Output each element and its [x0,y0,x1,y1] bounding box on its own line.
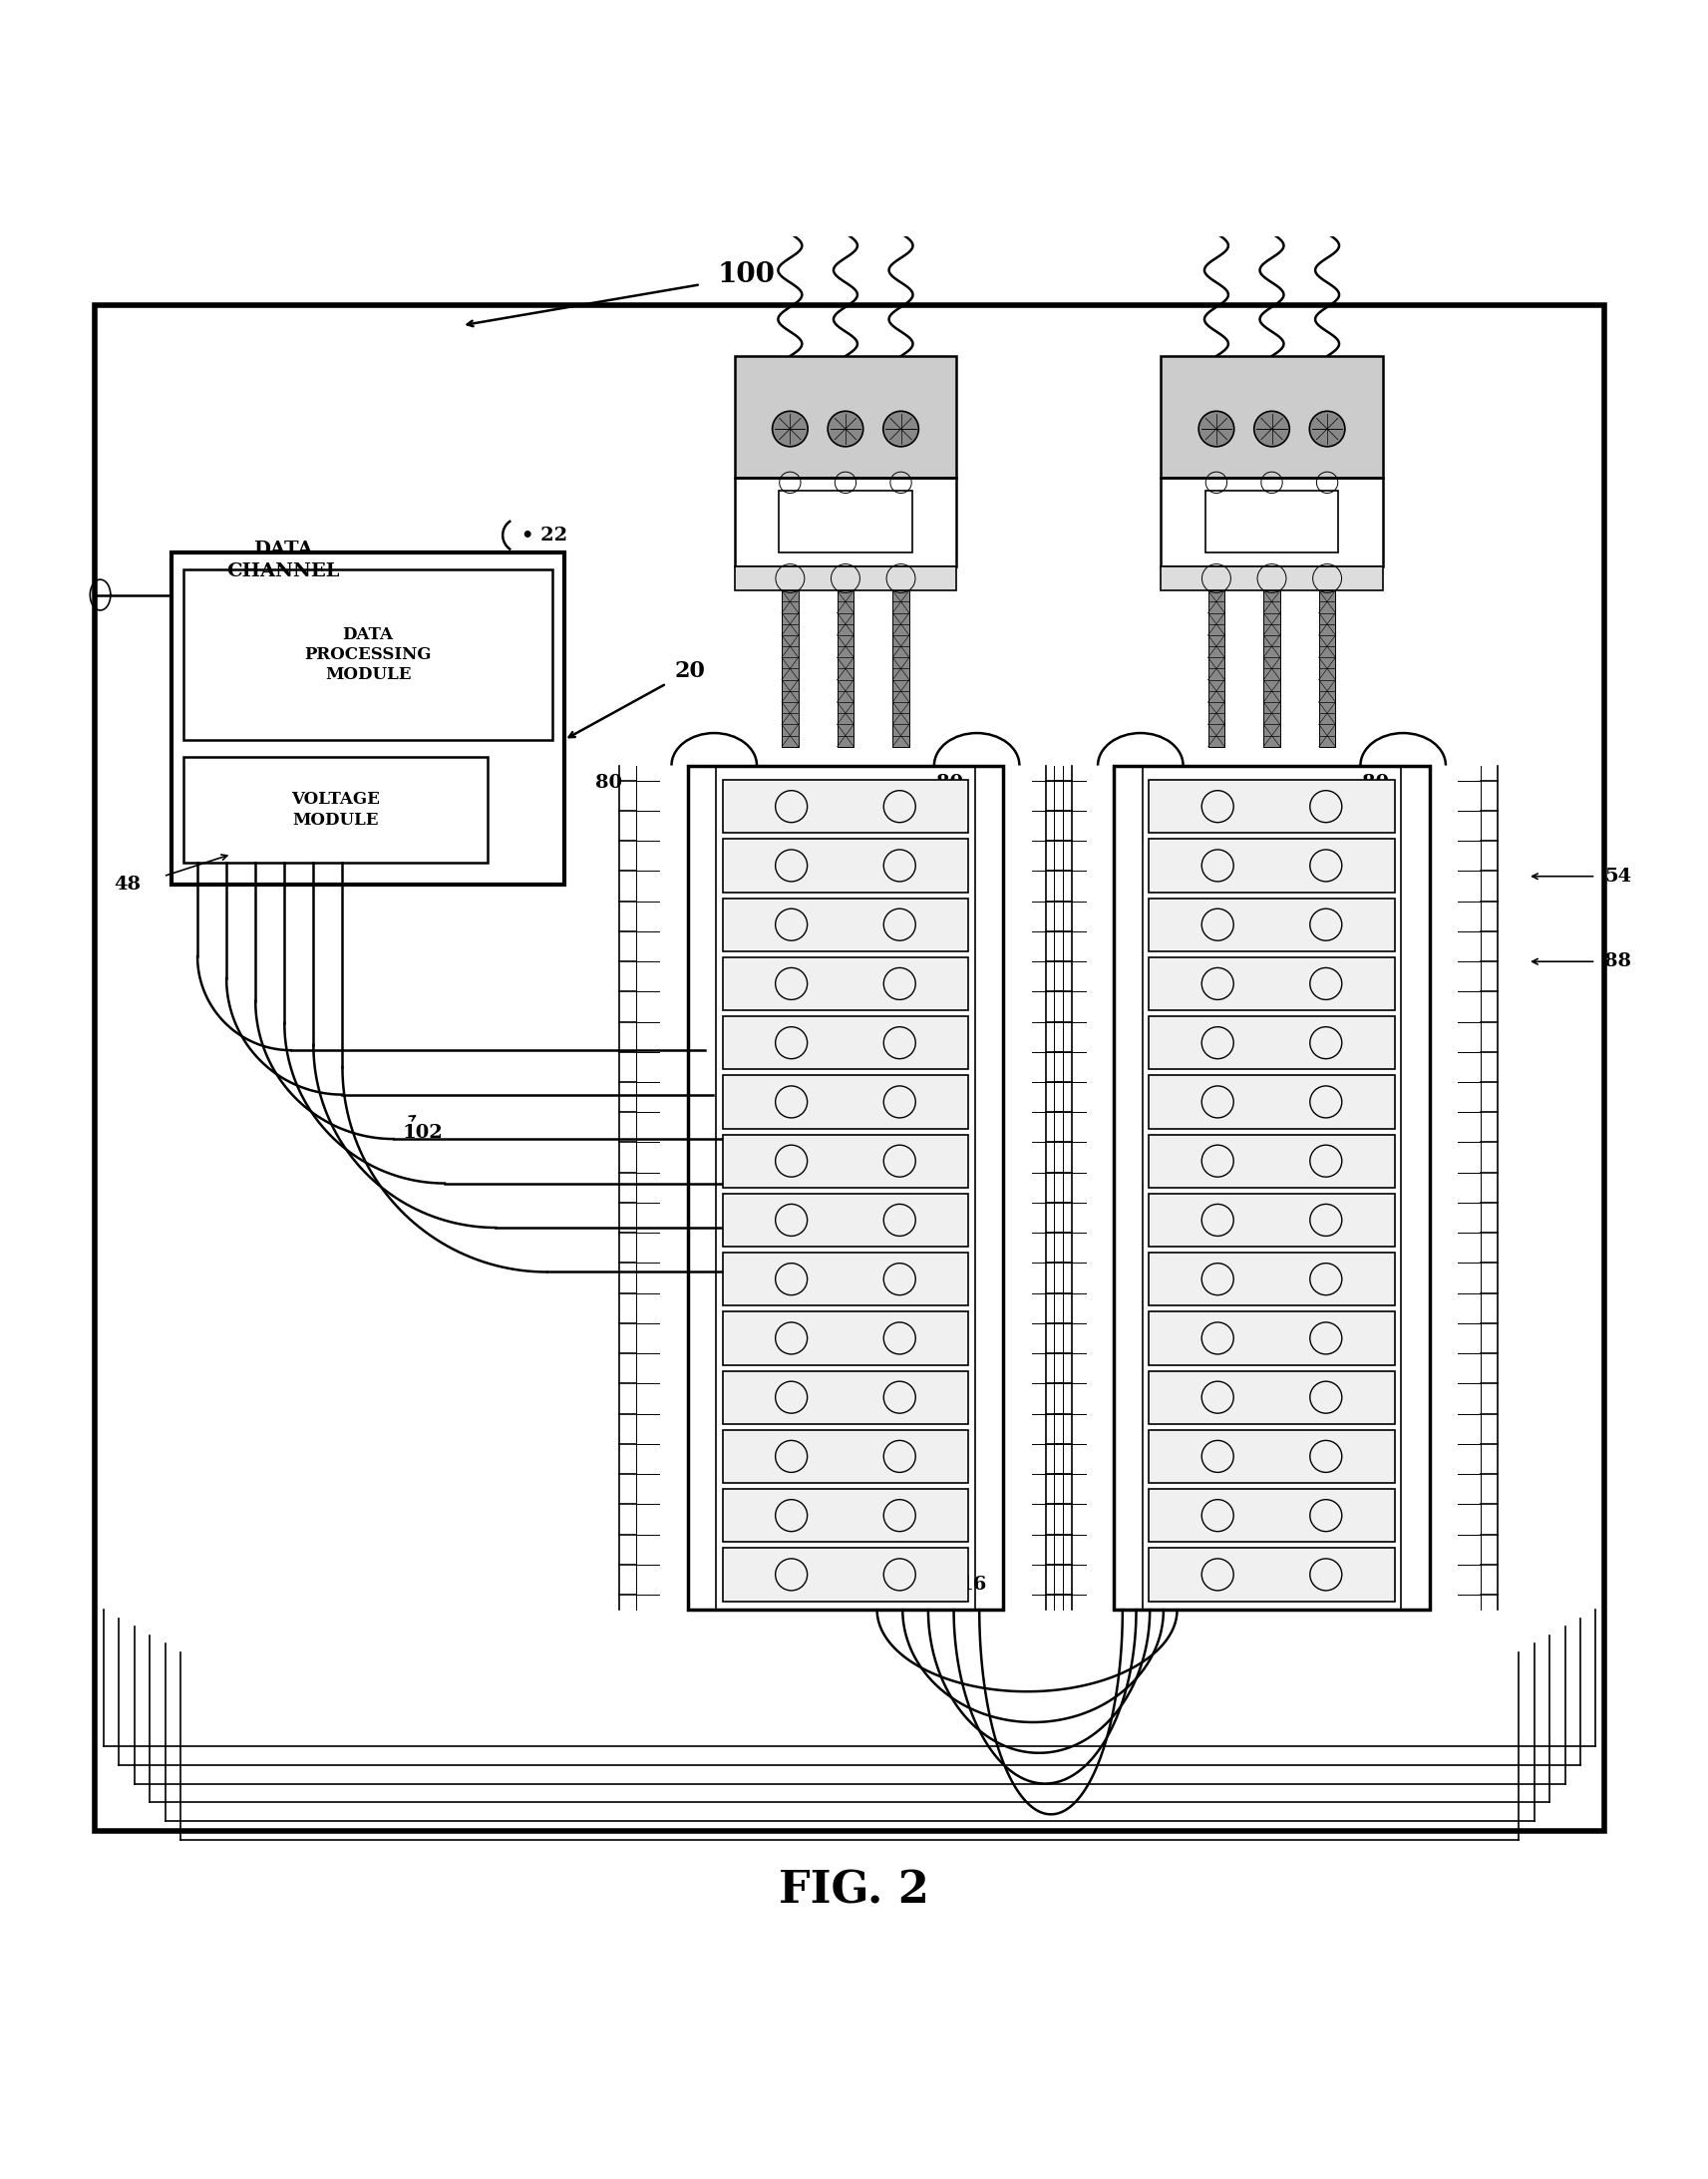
Circle shape [1199,412,1235,447]
Text: DATA
PROCESSING
MODULE: DATA PROCESSING MODULE [304,625,432,684]
Bar [1319,591,1336,747]
Text: 80: 80 [594,774,622,791]
Text: 54: 54 [1604,867,1631,885]
Bar [1149,1312,1395,1364]
Circle shape [1254,412,1290,447]
Bar [688,765,1003,1610]
Text: 88: 88 [1604,952,1631,970]
Text: 100: 100 [717,261,775,288]
Text: • 22: • 22 [521,527,567,545]
Bar [722,1253,968,1305]
Bar [779,490,912,553]
Bar [1149,957,1395,1011]
Bar [1149,1135,1395,1188]
Text: 80: 80 [1363,774,1389,791]
Bar [1149,1074,1395,1129]
Bar [1114,765,1430,1610]
Bar [1149,1253,1395,1305]
Bar [96,305,1604,1830]
Bar [1149,1371,1395,1423]
Bar [722,1194,968,1246]
Bar [1208,591,1225,747]
Bar [722,957,968,1011]
Bar [1161,355,1382,477]
Bar [722,1547,968,1602]
Bar [722,1488,968,1543]
Bar [1264,591,1279,747]
Bar [975,765,1003,1610]
Text: 102: 102 [401,1124,442,1142]
Bar [1149,1429,1395,1484]
Bar [1401,765,1430,1610]
Bar [1149,1015,1395,1070]
Bar [173,551,564,885]
Bar [1149,839,1395,891]
Text: 20: 20 [675,660,705,682]
Text: 48: 48 [114,876,142,893]
Circle shape [883,412,919,447]
Bar [688,765,716,1610]
Bar [1161,477,1382,567]
Bar [722,839,968,891]
Bar [734,477,956,567]
Bar [1149,780,1395,832]
Bar [1149,898,1395,952]
Text: VOLTAGE
MODULE: VOLTAGE MODULE [292,791,379,828]
Bar [722,1074,968,1129]
Bar [722,780,968,832]
Bar [722,1312,968,1364]
Bar [722,1371,968,1423]
Bar [184,756,487,863]
Bar [1149,1547,1395,1602]
Bar [893,591,909,747]
Bar [734,355,956,477]
Text: FIG. 2: FIG. 2 [779,1870,929,1913]
Circle shape [1310,412,1344,447]
Circle shape [772,412,808,447]
Bar [1161,567,1382,591]
Text: 80: 80 [936,774,963,791]
Text: 16: 16 [960,1575,987,1593]
Bar [734,567,956,591]
Bar [1149,1488,1395,1543]
Bar [1114,765,1143,1610]
Bar [722,898,968,952]
Bar [722,1135,968,1188]
Bar [837,591,854,747]
Bar [722,1015,968,1070]
Bar [722,1429,968,1484]
Bar [184,569,552,741]
Circle shape [828,412,863,447]
Bar [1149,1194,1395,1246]
Bar [1206,490,1339,553]
Text: DATA
CHANNEL: DATA CHANNEL [225,540,340,582]
Bar [782,591,798,747]
